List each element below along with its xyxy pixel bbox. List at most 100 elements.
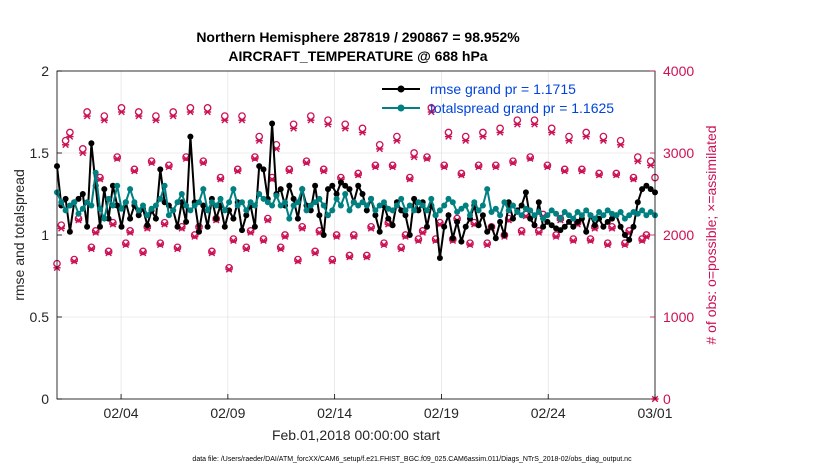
obs-assimilated-marker: [358, 129, 367, 136]
point-rmse: [527, 215, 534, 222]
point-rmse: [239, 227, 245, 234]
point-rmse: [462, 223, 469, 230]
obs-assimilated-marker: [117, 108, 126, 116]
point-rmse: [359, 191, 366, 197]
y-left-tick-label: 0: [41, 391, 49, 407]
point-totalspread: [535, 209, 542, 215]
point-totalspread: [226, 199, 233, 206]
point-totalspread: [583, 207, 590, 214]
obs-assimilated-marker: [264, 216, 272, 224]
obs-assimilated-marker: [569, 237, 577, 245]
point-rmse: [346, 186, 353, 193]
point-totalspread: [406, 202, 413, 209]
obs-possible-marker: [263, 214, 272, 223]
obs-possible-marker: [534, 227, 543, 235]
obs-assimilated-marker: [199, 159, 207, 167]
point-totalspread: [449, 199, 456, 206]
point-rmse: [445, 212, 452, 219]
point-totalspread: [372, 207, 379, 214]
obs-possible-marker: [418, 227, 427, 235]
point-rmse: [604, 218, 611, 225]
point-totalspread: [337, 202, 344, 209]
y-left-tick-label: 0.5: [30, 309, 50, 325]
obs-possible-marker: [371, 161, 380, 170]
point-rmse: [591, 222, 598, 229]
point-totalspread: [639, 207, 646, 214]
point-totalspread: [101, 215, 108, 222]
obs-assimilated-marker: [87, 245, 96, 253]
y-right-tick-label: 4000: [663, 63, 694, 79]
point-totalspread: [105, 195, 112, 202]
point-rmse: [363, 207, 370, 214]
point-totalspread: [643, 212, 650, 219]
point-rmse: [406, 232, 413, 238]
obs-assimilated-marker: [122, 241, 130, 249]
point-rmse: [557, 227, 564, 234]
point-rmse: [221, 223, 228, 230]
obs-assimilated-marker: [100, 116, 108, 124]
point-rmse: [152, 215, 159, 222]
obs-assimilated-marker: [561, 167, 569, 175]
point-rmse: [243, 212, 250, 219]
obs-possible-marker: [147, 157, 156, 166]
y-right-tick-label: 0: [663, 391, 671, 407]
obs-assimilated-marker: [582, 133, 590, 140]
obs-assimilated-marker: [229, 237, 237, 245]
point-rmse: [488, 223, 495, 230]
obs-assimilated-marker: [113, 155, 121, 163]
point-rmse: [342, 182, 349, 189]
y-axis-right: 0 1000 2000 3000 4000: [650, 63, 694, 407]
point-totalspread: [307, 202, 314, 209]
obs-possible-marker: [328, 255, 337, 264]
obs-assimilated-marker: [427, 108, 435, 116]
point-totalspread: [368, 195, 375, 202]
point-totalspread: [432, 212, 439, 219]
obs-assimilated-marker: [294, 257, 302, 265]
point-rmse: [101, 186, 108, 193]
point-rmse: [269, 120, 276, 127]
point-rmse: [609, 215, 615, 222]
y-left-tick-label: 2: [41, 63, 49, 79]
obs-possible-marker: [285, 165, 294, 174]
point-totalspread: [578, 212, 585, 219]
point-totalspread: [376, 202, 383, 209]
obs-assimilated-marker: [647, 162, 655, 169]
obs-assimilated-marker: [543, 163, 552, 171]
point-totalspread: [613, 212, 620, 219]
obs-assimilated-marker: [410, 153, 418, 161]
point-totalspread: [221, 207, 228, 214]
obs-assimilated-marker: [526, 155, 534, 163]
point-rmse: [441, 223, 448, 230]
point-totalspread: [165, 212, 172, 219]
obs-possible-marker: [457, 169, 466, 178]
obs-possible-marker: [603, 239, 612, 248]
obs-possible-marker: [345, 251, 354, 260]
obs-assimilated-marker: [509, 159, 517, 167]
obs-possible-marker: [595, 169, 603, 178]
point-totalspread: [152, 202, 159, 209]
point-totalspread: [144, 212, 151, 219]
obs-assimilated-marker: [548, 129, 556, 136]
point-rmse: [316, 212, 323, 219]
point-totalspread: [514, 209, 521, 215]
y-axis-right-label: # of obs: o=possible; ×=assimilated: [703, 125, 719, 344]
point-totalspread: [71, 199, 78, 206]
obs-assimilated-marker: [186, 108, 194, 116]
obs-assimilated-marker: [345, 253, 354, 261]
obs-possible-marker: [332, 231, 341, 239]
point-totalspread: [260, 195, 267, 202]
obs-assimilated-marker: [608, 225, 616, 232]
point-rmse: [505, 199, 512, 206]
point-totalspread: [436, 207, 443, 214]
obs-possible-marker: [139, 247, 147, 256]
point-totalspread: [591, 215, 598, 222]
obs-assimilated-marker: [367, 225, 375, 232]
point-rmse: [424, 223, 430, 230]
point-totalspread: [183, 202, 190, 209]
point-totalspread: [256, 191, 263, 197]
point-totalspread: [621, 215, 628, 222]
obs-possible-marker: [160, 218, 169, 227]
point-totalspread: [600, 212, 607, 219]
point-totalspread: [527, 207, 534, 214]
point-totalspread: [273, 192, 280, 199]
